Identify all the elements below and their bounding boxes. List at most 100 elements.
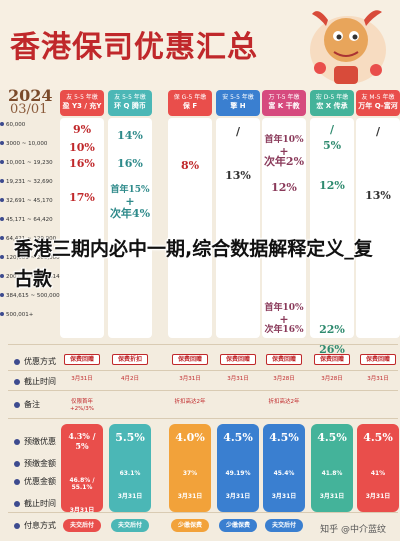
column-header-line2: 万年 Q-富河	[358, 102, 398, 110]
axis-row: 10,001 ~ 19,230	[0, 160, 62, 166]
axis-row: 19,231 ~ 32,690	[0, 179, 62, 185]
note-value: 折扣高达2年	[268, 399, 300, 405]
column-header-line1: 友 M-5 年缴	[361, 94, 395, 101]
axis-row-label: 60,000	[6, 122, 26, 128]
bullet-icon	[0, 236, 4, 240]
bullet-icon	[14, 438, 20, 445]
row-label-deadline2: 截止时间	[14, 498, 56, 509]
column-header-line2: 擎 H	[230, 102, 246, 110]
deadline-value: 3月31日	[71, 376, 93, 382]
axis-row: 32,691 ~ 45,170	[0, 198, 62, 204]
dragon-illustration	[310, 10, 386, 84]
bullet-icon	[0, 179, 4, 183]
rate-cell: /	[375, 125, 381, 138]
axis-row: 384,615 ~ 500,000	[0, 293, 62, 299]
total-value: 46.8% / 55.1%	[69, 477, 95, 491]
column-body	[60, 118, 104, 338]
total-value: 45.4%	[273, 470, 295, 477]
axis-row: 120,001 ~ 200,000	[0, 255, 62, 261]
discount-value: 4.0%	[175, 431, 205, 444]
column-header-line1: 宏 D-5 年缴	[315, 94, 349, 101]
discount-card: 4.0% 37% 3月31日	[169, 424, 211, 512]
rate-cell: 次年16%	[264, 325, 304, 335]
row-label-pay: 付息方式	[14, 520, 56, 531]
column-body	[216, 118, 260, 338]
column-header-line1: 万 T-5 年缴	[268, 94, 300, 101]
bullet-icon	[14, 460, 20, 467]
pay-method-badge: 夫交后付	[265, 519, 303, 532]
axis-row: 60,000	[0, 122, 62, 128]
pay-method-badge: 少缴保费	[219, 519, 257, 532]
watermark: 知乎 @中介蓝纹	[320, 525, 386, 535]
axis-row-label: 120,001 ~ 200,000	[6, 255, 60, 261]
rate-cell: /	[329, 123, 335, 136]
axis-row: 500,001+	[0, 312, 62, 318]
total-value: 41%	[370, 470, 386, 477]
rate-cell: +	[125, 195, 135, 208]
row-label-note: 备注	[14, 399, 40, 410]
deadline2-value: 3月31日	[365, 493, 391, 500]
discount-value: 4.5%	[269, 431, 299, 444]
discount-card: 4.5% 41.8% 3月31日	[311, 424, 353, 512]
column-header: 友 5-5 年缴盈 Y3 / 充Y	[60, 90, 104, 116]
type-tag: 保费回赠	[360, 354, 396, 365]
axis-row-label: 64,421 ~ 120,000	[6, 236, 57, 242]
bullet-icon	[0, 160, 4, 164]
rate-cell: 5%	[322, 139, 342, 152]
bullet-icon	[14, 378, 20, 385]
note-value: 折扣高达2年	[174, 399, 206, 405]
deadline2-value: 3月31日	[225, 493, 251, 500]
deadline-value: 4月2日	[121, 376, 139, 382]
bullet-icon	[14, 522, 20, 529]
column-header: 宏 D-5 年缴宏 X 传承	[310, 90, 354, 116]
bullet-icon	[0, 274, 4, 278]
rate-cell: /	[235, 125, 241, 138]
divider	[8, 344, 398, 345]
discount-value: 4.3% / 5%	[68, 431, 96, 451]
rate-cell: 次年2%	[263, 155, 305, 168]
discount-value: 5.5%	[115, 431, 145, 444]
note-value: 仅限首年 +2%/3%	[70, 399, 94, 412]
row-label-type: 优惠方式	[14, 356, 56, 367]
total-value: 41.8%	[321, 470, 343, 477]
column-header-line2: 宏 X 传承	[316, 102, 348, 110]
date-label: 03/01	[10, 102, 48, 117]
rate-cell: 首年10%	[264, 303, 304, 313]
deadline-value: 3月31日	[227, 376, 249, 382]
rate-cell: 首年10%	[264, 135, 304, 145]
deadline-value: 3月28日	[273, 376, 295, 382]
rate-cell: 16%	[117, 157, 143, 170]
column-header: 保 G-5 年缴保 F	[168, 90, 212, 116]
divider	[8, 370, 398, 371]
bullet-icon	[14, 478, 20, 485]
column-header-line1: 保 G-5 年缴	[173, 94, 207, 101]
column-header-line2: 富 K 干教	[268, 102, 300, 110]
axis-row-label: 45,171 ~ 64,420	[6, 217, 53, 223]
total-value: 63.1%	[119, 470, 141, 477]
bullet-icon	[0, 198, 4, 202]
deadline2-value: 3月31日	[319, 493, 345, 500]
axis-row-label: 3000 ~ 10,000	[6, 141, 48, 147]
axis-row-label: 32,691 ~ 45,170	[6, 198, 53, 204]
bullet-icon	[0, 255, 4, 259]
bullet-icon	[0, 141, 4, 145]
deadline2-value: 3月31日	[177, 493, 203, 500]
axis-row: 64,421 ~ 120,000	[0, 236, 62, 242]
axis-row: 3000 ~ 10,000	[0, 141, 62, 147]
rate-cell: 8%	[180, 159, 200, 172]
bullet-icon	[14, 401, 20, 408]
discount-card: 4.5% 41% 3月31日	[357, 424, 399, 512]
rate-cell: 9%	[72, 123, 92, 136]
header: 香港保司优惠汇总	[0, 0, 400, 90]
column-header-line1: 友 5-5 年缴	[66, 94, 98, 101]
rate-cell: +	[279, 313, 289, 326]
deadline-value: 3月31日	[179, 376, 201, 382]
bullet-icon	[14, 358, 20, 365]
discount-card: 5.5% 63.1% 3月31日	[109, 424, 151, 512]
type-tag: 保费折扣	[112, 354, 148, 365]
bullet-icon	[0, 293, 4, 297]
discount-card: 4.5% 49.19% 3月31日	[217, 424, 259, 512]
type-tag: 保费回赠	[172, 354, 208, 365]
type-tag: 保费回赠	[266, 354, 302, 365]
type-tag: 保费回赠	[220, 354, 256, 365]
